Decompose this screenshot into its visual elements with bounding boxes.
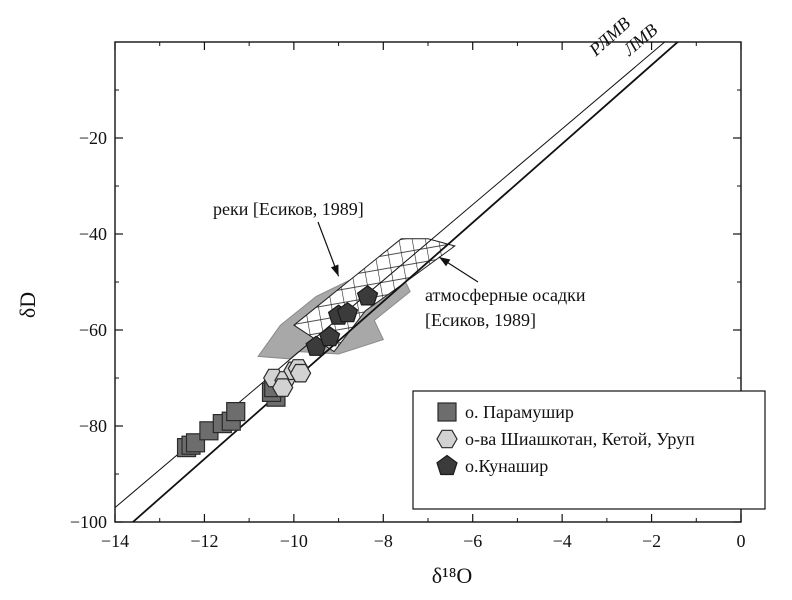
y-tick-label: −60 (79, 320, 107, 340)
shiashkotan-point (272, 378, 294, 397)
legend-marker-paramushir (437, 402, 457, 422)
rivers-arrow-head (330, 264, 339, 277)
legend-label-shiashkotan: о-ва Шиашкотан, Кетой, Уруп (465, 429, 695, 449)
kunashir-point (356, 285, 379, 306)
x-tick-label: −12 (190, 531, 218, 551)
kunashir-point (318, 325, 341, 347)
x-tick-label: 0 (737, 531, 746, 551)
x-tick-label: −2 (642, 531, 661, 551)
legend: о. Парамушир о-ва Шиашкотан, Кетой, Уруп… (412, 390, 766, 510)
y-tick-label: −20 (79, 128, 107, 148)
legend-label-paramushir: о. Парамушир (465, 402, 574, 422)
precipitation-arrow-head (438, 257, 451, 267)
y-tick-label: −80 (79, 416, 107, 436)
y-axis-title: δD (15, 292, 40, 318)
legend-box (412, 390, 766, 510)
kunashir-point (336, 301, 359, 323)
precipitation-annotation-ref: [Есиков, 1989] (425, 310, 536, 330)
y-tick-label: −100 (70, 512, 107, 532)
x-tick-label: −8 (374, 531, 393, 551)
lmv-line (132, 42, 680, 522)
x-tick-label: −4 (553, 531, 572, 551)
x-tick-label: −6 (463, 531, 482, 551)
paramushir-point (226, 402, 246, 422)
shiashkotan-point (289, 363, 312, 383)
precipitation-annotation: атмосферные осадки (425, 285, 586, 305)
legend-marker-shiashkotan (436, 429, 458, 449)
x-axis-title: δ¹⁸O (432, 563, 473, 588)
legend-marker-kunashir (436, 454, 458, 476)
x-tick-label: −14 (101, 531, 129, 551)
x-tick-label: −10 (280, 531, 308, 551)
y-tick-label: −40 (79, 224, 107, 244)
legend-label-kunashir: о.Кунашир (465, 456, 548, 476)
rivers-annotation: реки [Есиков, 1989] (213, 199, 364, 219)
